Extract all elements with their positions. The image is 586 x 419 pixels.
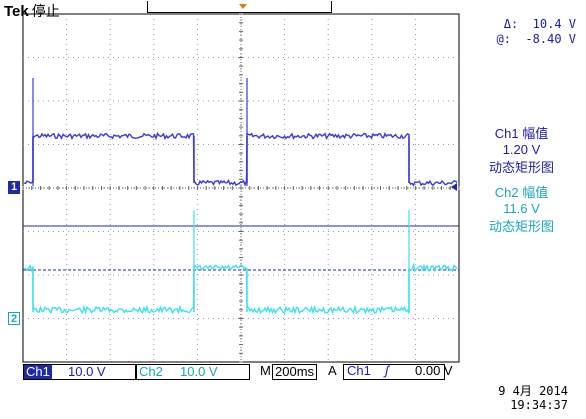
trigger-source: Ch1 <box>347 363 371 378</box>
cursor-delta: Δ: 10.4 V <box>503 17 576 31</box>
ch1-measure-value: 1.20 V <box>502 142 541 157</box>
cursor-at: @: -8.40 V <box>496 32 576 46</box>
graticule <box>22 13 460 363</box>
trigger-slope-icon: ʃ <box>385 363 389 378</box>
run-status: 停止 <box>31 3 60 19</box>
trigger-level-marker <box>451 183 457 191</box>
trigger-level: 0.00 V <box>415 363 453 378</box>
trigger-mode: A <box>328 363 337 378</box>
status-bar: Ch1 10.0 V Ch2 10.0 V M 200ms A Ch1 ʃ 0.… <box>23 364 459 380</box>
record-position-bar <box>147 1 332 13</box>
ch1-trace <box>23 131 458 187</box>
ch1-measure-name: Ch1 幅值 <box>494 126 549 141</box>
ch2-scale-cell[interactable]: Ch2 10.0 V <box>136 364 250 380</box>
ch1-ground-marker[interactable]: 1 <box>8 181 20 194</box>
ch1-label: Ch1 <box>24 364 52 379</box>
ch1-measurement: Ch1 幅值 1.20 V 动态矩形图 <box>464 123 579 176</box>
time-text: 19:34:37 <box>510 398 568 412</box>
ch2-measure-value: 11.6 V <box>503 201 540 216</box>
trigger-cell[interactable]: A Ch1 ʃ 0.00 V <box>325 364 459 380</box>
ch1-scale: 10.0 V <box>68 364 106 379</box>
ch2-measure-name: Ch2 幅值 <box>494 185 549 200</box>
waveforms <box>23 78 458 315</box>
ch2-measure-mode: 动态矩形图 <box>488 219 554 234</box>
timebase-prefix: M <box>260 363 271 378</box>
ch2-label: Ch2 <box>139 364 163 379</box>
ch1-measure-mode: 动态矩形图 <box>488 160 554 175</box>
ch1-scale-cell[interactable]: Ch1 10.0 V <box>23 364 136 380</box>
ch2-scale: 10.0 V <box>180 364 218 379</box>
timestamp: 9 4月 2014 19:34:37 <box>458 384 568 412</box>
ch2-ground-marker[interactable]: 2 <box>8 312 20 325</box>
timebase-value: 200ms <box>272 364 318 380</box>
ch2-measurement: Ch2 幅值 11.6 V 动态矩形图 <box>464 182 579 235</box>
date-text: 9 4月 2014 <box>498 384 568 398</box>
trigger-position-marker <box>239 4 247 9</box>
timebase-cell[interactable]: M 200ms <box>250 364 332 380</box>
ch2-trace <box>23 262 458 315</box>
